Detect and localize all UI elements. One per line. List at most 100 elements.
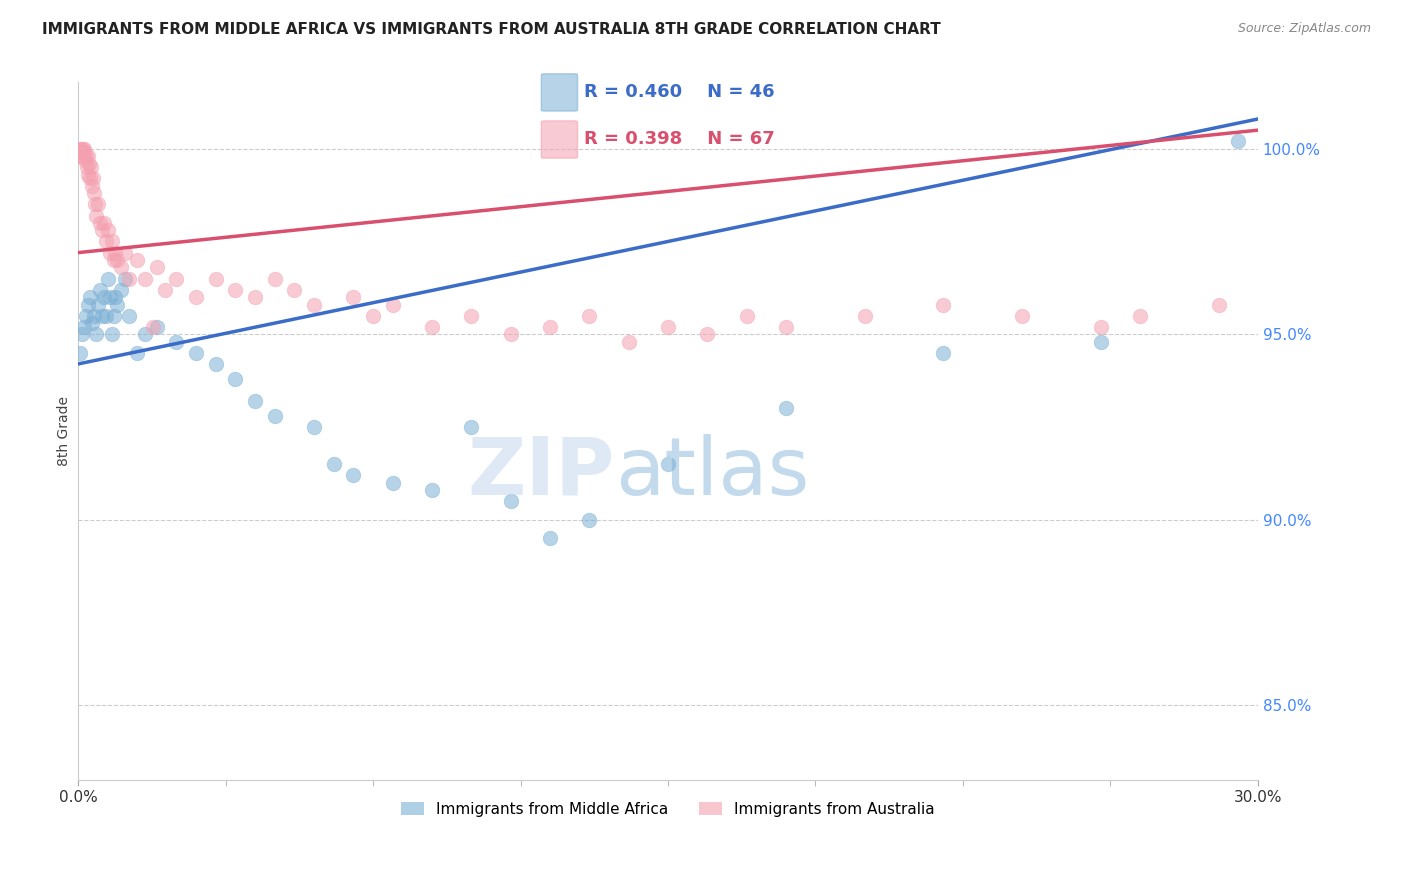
Point	[1090, 319, 1112, 334]
Point	[104, 290, 127, 304]
Point	[118, 309, 141, 323]
Text: R = 0.398    N = 67: R = 0.398 N = 67	[583, 130, 775, 148]
Point	[83, 309, 105, 323]
Point	[75, 309, 97, 323]
Point	[361, 309, 384, 323]
Point	[76, 161, 98, 175]
Text: IMMIGRANTS FROM MIDDLE AFRICA VS IMMIGRANTS FROM AUSTRALIA 8TH GRADE CORRELATION: IMMIGRANTS FROM MIDDLE AFRICA VS IMMIGRA…	[42, 22, 941, 37]
Point	[69, 145, 91, 160]
FancyBboxPatch shape	[541, 121, 578, 158]
Point	[114, 245, 136, 260]
Point	[696, 327, 718, 342]
Point	[204, 271, 226, 285]
Point	[342, 468, 364, 483]
Point	[1090, 334, 1112, 349]
Point	[93, 216, 115, 230]
Point	[118, 271, 141, 285]
Point	[127, 346, 149, 360]
Point	[342, 290, 364, 304]
Point	[224, 283, 246, 297]
Point	[134, 271, 156, 285]
Point	[134, 327, 156, 342]
Point	[1129, 309, 1152, 323]
Text: atlas: atlas	[614, 434, 810, 512]
Point	[73, 142, 96, 156]
Point	[146, 260, 169, 275]
Point	[89, 216, 111, 230]
Point	[142, 319, 165, 334]
Point	[72, 145, 94, 160]
Point	[204, 357, 226, 371]
Point	[617, 334, 640, 349]
Point	[76, 149, 98, 163]
Point	[107, 297, 129, 311]
Point	[499, 327, 522, 342]
Point	[110, 283, 132, 297]
Point	[1208, 297, 1230, 311]
Point	[263, 409, 285, 423]
Point	[775, 401, 797, 416]
Point	[89, 283, 111, 297]
Point	[657, 457, 679, 471]
Point	[263, 271, 285, 285]
Point	[302, 297, 325, 311]
Point	[283, 283, 305, 297]
Point	[932, 346, 955, 360]
Point	[83, 197, 105, 211]
Point	[322, 457, 344, 471]
Point	[146, 319, 169, 334]
Point	[1011, 309, 1033, 323]
Point	[100, 327, 122, 342]
Point	[80, 178, 103, 193]
Point	[853, 309, 876, 323]
Point	[1227, 134, 1250, 148]
Point	[69, 346, 91, 360]
Point	[84, 209, 107, 223]
Point	[75, 153, 97, 167]
Point	[93, 290, 115, 304]
Point	[499, 494, 522, 508]
Point	[77, 156, 100, 170]
Point	[80, 161, 103, 175]
Point	[70, 142, 93, 156]
Point	[94, 235, 117, 249]
Point	[381, 475, 404, 490]
Point	[243, 290, 266, 304]
Point	[420, 483, 443, 497]
Point	[381, 297, 404, 311]
Point	[165, 334, 187, 349]
Point	[184, 346, 207, 360]
Point	[77, 168, 100, 182]
Point	[735, 309, 758, 323]
Point	[82, 171, 104, 186]
Point	[100, 235, 122, 249]
Point	[775, 319, 797, 334]
Point	[69, 142, 91, 156]
Point	[110, 260, 132, 275]
Point	[97, 223, 120, 237]
Text: ZIP: ZIP	[468, 434, 614, 512]
Text: R = 0.460    N = 46: R = 0.460 N = 46	[583, 83, 775, 101]
Point	[538, 532, 561, 546]
Point	[98, 245, 121, 260]
Point	[83, 186, 105, 201]
Y-axis label: 8th Grade: 8th Grade	[58, 396, 72, 466]
Point	[302, 420, 325, 434]
Point	[84, 327, 107, 342]
Point	[107, 253, 129, 268]
Point	[224, 372, 246, 386]
Point	[165, 271, 187, 285]
Point	[79, 290, 101, 304]
Point	[657, 319, 679, 334]
Point	[97, 271, 120, 285]
Text: Source: ZipAtlas.com: Source: ZipAtlas.com	[1237, 22, 1371, 36]
Point	[578, 309, 600, 323]
Point	[243, 394, 266, 409]
Point	[98, 290, 121, 304]
Point	[87, 197, 110, 211]
Point	[77, 297, 100, 311]
Point	[103, 309, 125, 323]
Point	[70, 149, 93, 163]
Point	[578, 513, 600, 527]
Point	[114, 271, 136, 285]
